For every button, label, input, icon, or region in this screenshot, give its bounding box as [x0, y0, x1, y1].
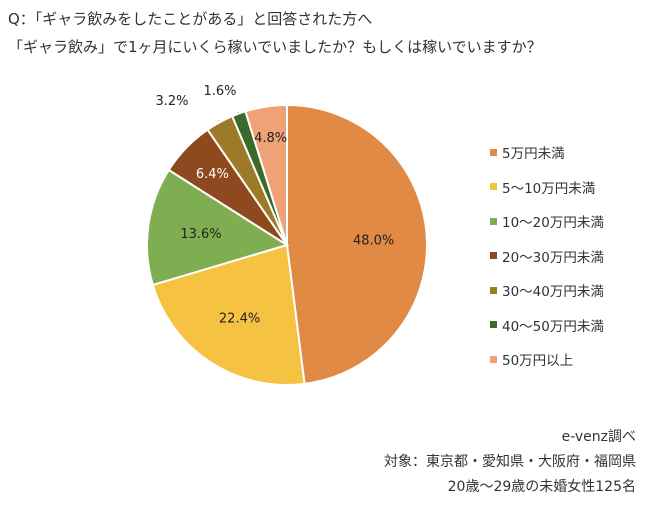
- legend-item: 50万円以上: [490, 342, 604, 377]
- legend-label: 50万円以上: [502, 353, 574, 370]
- leader-line: [217, 119, 219, 121]
- legend-item: 5万円未満: [490, 135, 604, 170]
- legend-label: 30～40万円未満: [502, 284, 604, 301]
- slice-value-label: 4.8%: [254, 131, 287, 146]
- survey-sample: 20歳～29歳の未婚女性125名: [447, 479, 636, 495]
- pie-slice: [146, 168, 290, 287]
- legend-label: 20～30万円未満: [502, 249, 604, 266]
- chart-legend: 5万円未満 5～10万円未満 10～20万円未満 20～30万円未満 30～40万円未満…: [490, 135, 604, 377]
- legend-swatch: [490, 286, 497, 294]
- pie-slice: [244, 103, 288, 246]
- legend-swatch: [490, 183, 497, 191]
- legend-label: 5～10万円未満: [502, 180, 596, 197]
- legend-item: 10～20万円未満: [490, 204, 604, 239]
- slice-value-label: 1.6%: [203, 84, 236, 99]
- slice-value-label: 6.4%: [196, 167, 229, 182]
- source-note: e-venz調べ: [561, 429, 636, 445]
- legend-item: 40～50万円未満: [490, 308, 604, 343]
- question-line-1: Q：「ギャラ飲みをしたことがある」と回答された方へ: [8, 10, 373, 28]
- slice-value-label: 3.2%: [155, 94, 188, 109]
- legend-swatch: [490, 217, 497, 225]
- slice-value-label: 13.6%: [180, 227, 221, 242]
- legend-swatch: [490, 321, 497, 329]
- legend-label: 40～50万円未満: [502, 318, 604, 335]
- question-line-2: 「ギャラ飲み」で1ヶ月にいくら稼いでいましたか？もしくは稼いでいますか？: [8, 38, 542, 56]
- legend-label: 10～20万円未満: [502, 215, 604, 232]
- legend-swatch: [490, 252, 497, 260]
- pie-slice: [151, 243, 306, 386]
- slice-value-label: 22.4%: [219, 312, 260, 327]
- pie-slice: [286, 103, 428, 386]
- legend-item: 5～10万円未満: [490, 170, 604, 205]
- legend-label: 5万円未満: [502, 146, 565, 163]
- survey-target: 対象：東京都・愛知県・大阪府・福岡県: [384, 454, 636, 470]
- slice-value-label: 48.0%: [353, 234, 394, 249]
- legend-swatch: [490, 148, 497, 156]
- legend-item: 30～40万円未満: [490, 273, 604, 308]
- legend-item: 20～30万円未満: [490, 239, 604, 274]
- legend-swatch: [490, 355, 497, 363]
